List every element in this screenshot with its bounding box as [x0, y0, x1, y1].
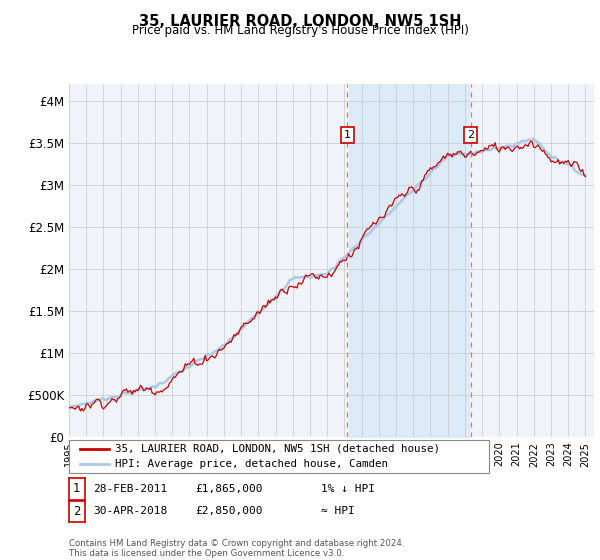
Text: HPI: Average price, detached house, Camden: HPI: Average price, detached house, Camd… — [115, 459, 388, 469]
Text: 28-FEB-2011: 28-FEB-2011 — [93, 484, 167, 494]
Text: Contains HM Land Registry data © Crown copyright and database right 2024.
This d: Contains HM Land Registry data © Crown c… — [69, 539, 404, 558]
Text: ≈ HPI: ≈ HPI — [321, 506, 355, 516]
Text: £1,865,000: £1,865,000 — [195, 484, 263, 494]
Text: 35, LAURIER ROAD, LONDON, NW5 1SH: 35, LAURIER ROAD, LONDON, NW5 1SH — [139, 14, 461, 29]
Text: 1% ↓ HPI: 1% ↓ HPI — [321, 484, 375, 494]
Text: 1: 1 — [73, 482, 80, 496]
Text: 30-APR-2018: 30-APR-2018 — [93, 506, 167, 516]
Text: 1: 1 — [344, 130, 351, 140]
Text: 2: 2 — [467, 130, 474, 140]
Text: 35, LAURIER ROAD, LONDON, NW5 1SH (detached house): 35, LAURIER ROAD, LONDON, NW5 1SH (detac… — [115, 444, 440, 454]
Text: 2: 2 — [73, 505, 80, 518]
Text: £2,850,000: £2,850,000 — [195, 506, 263, 516]
Text: Price paid vs. HM Land Registry's House Price Index (HPI): Price paid vs. HM Land Registry's House … — [131, 24, 469, 36]
